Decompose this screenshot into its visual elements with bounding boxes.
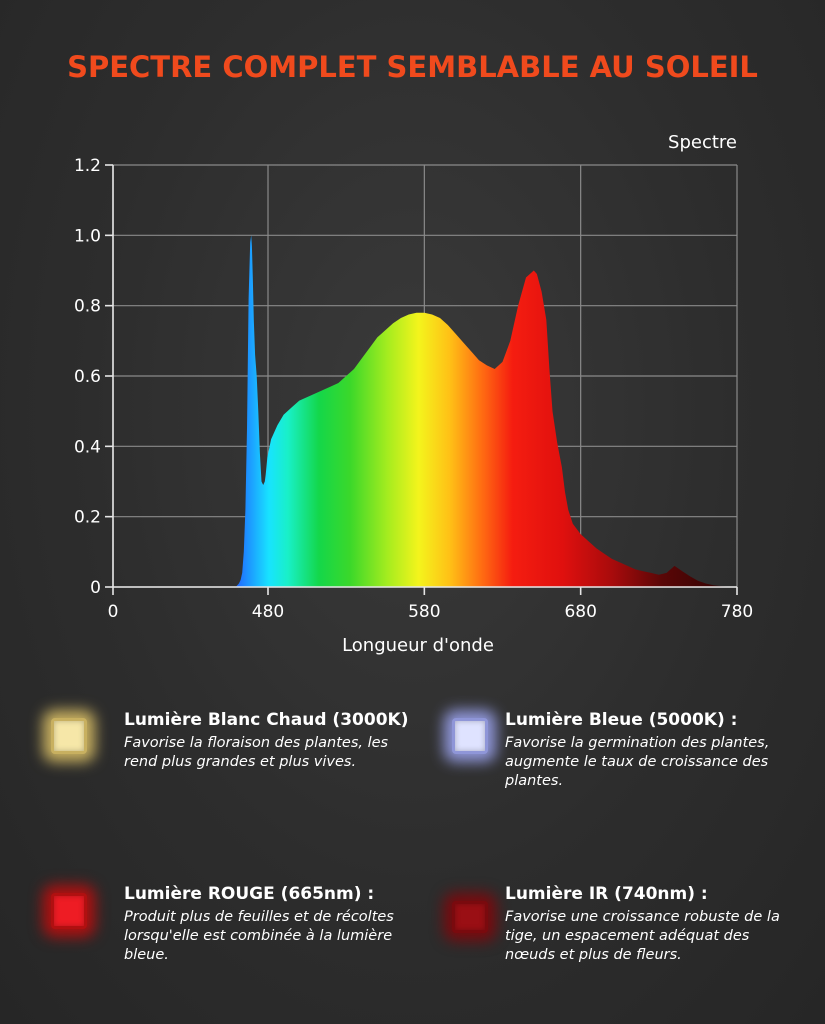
y-tick-label: 0.4 — [74, 437, 101, 457]
led-blue-icon — [452, 718, 488, 754]
description-line: tige, un espacement adéquat des — [505, 928, 750, 944]
x-tick-label: 580 — [408, 602, 440, 622]
led-ir-description: Favorise une croissance robuste de la tig… — [505, 908, 780, 965]
description-line: Favorise la floraison des plantes, les — [124, 735, 389, 751]
y-tick-label: 0.8 — [74, 297, 101, 317]
y-tick-label: 0 — [90, 578, 101, 598]
page-title: SPECTRE COMPLET SEMBLABLE AU SOLEIL — [67, 50, 758, 84]
description-line: rend plus grandes et plus vives. — [124, 754, 357, 770]
led-ir-icon — [452, 901, 488, 933]
spectrum-chart: 0 0.2 0.4 0.6 0.8 1.0 1.2 0 480 580 680 780 Spectr… — [74, 132, 754, 656]
led-warm-white-icon — [51, 718, 87, 754]
y-tick-label: 1.0 — [74, 226, 101, 246]
x-axis-label: Longueur d'onde — [342, 635, 494, 656]
x-tick-label: 780 — [721, 602, 753, 622]
y-tick-label: 1.2 — [74, 156, 101, 176]
x-tick-label: 680 — [564, 602, 596, 622]
led-blue-title: Lumière Bleue (5000K) : — [505, 710, 738, 730]
led-warm-white-title: Lumière Blanc Chaud (3000K) — [124, 710, 409, 730]
led-red-icon — [51, 893, 87, 929]
y-tick-label: 0.6 — [74, 367, 101, 387]
description-line: bleue. — [124, 947, 169, 963]
description-line: Favorise la germination des plantes, — [505, 735, 770, 751]
y-tick-label: 0.2 — [74, 508, 101, 528]
description-line: augmente le taux de croissance des — [505, 754, 769, 770]
description-line: lorsqu'elle est combinée à la lumière — [124, 928, 393, 944]
chart-legend-label: Spectre — [668, 132, 737, 153]
spectrum-area — [235, 235, 737, 588]
led-ir-title: Lumière IR (740nm) : — [505, 884, 708, 904]
description-line: Produit plus de feuilles et de récoltes — [124, 909, 394, 925]
description-line: Favorise une croissance robuste de la — [505, 909, 780, 925]
y-tick-labels: 0 0.2 0.4 0.6 0.8 1.0 1.2 — [74, 156, 101, 598]
chart-axes — [105, 164, 738, 595]
led-red-description: Produit plus de feuilles et de récoltes l… — [124, 908, 394, 965]
led-red-title: Lumière ROUGE (665nm) : — [124, 884, 375, 904]
led-warm-white-description: Favorise la floraison des plantes, les re… — [124, 734, 388, 772]
description-line: nœuds et plus de fleurs. — [505, 947, 682, 963]
description-line: plantes. — [505, 773, 564, 789]
x-tick-label: 0 — [108, 602, 119, 622]
led-blue-description: Favorise la germination des plantes, augm… — [505, 734, 769, 791]
x-tick-label: 480 — [252, 602, 284, 622]
x-tick-labels: 0 480 580 680 780 — [108, 602, 754, 622]
